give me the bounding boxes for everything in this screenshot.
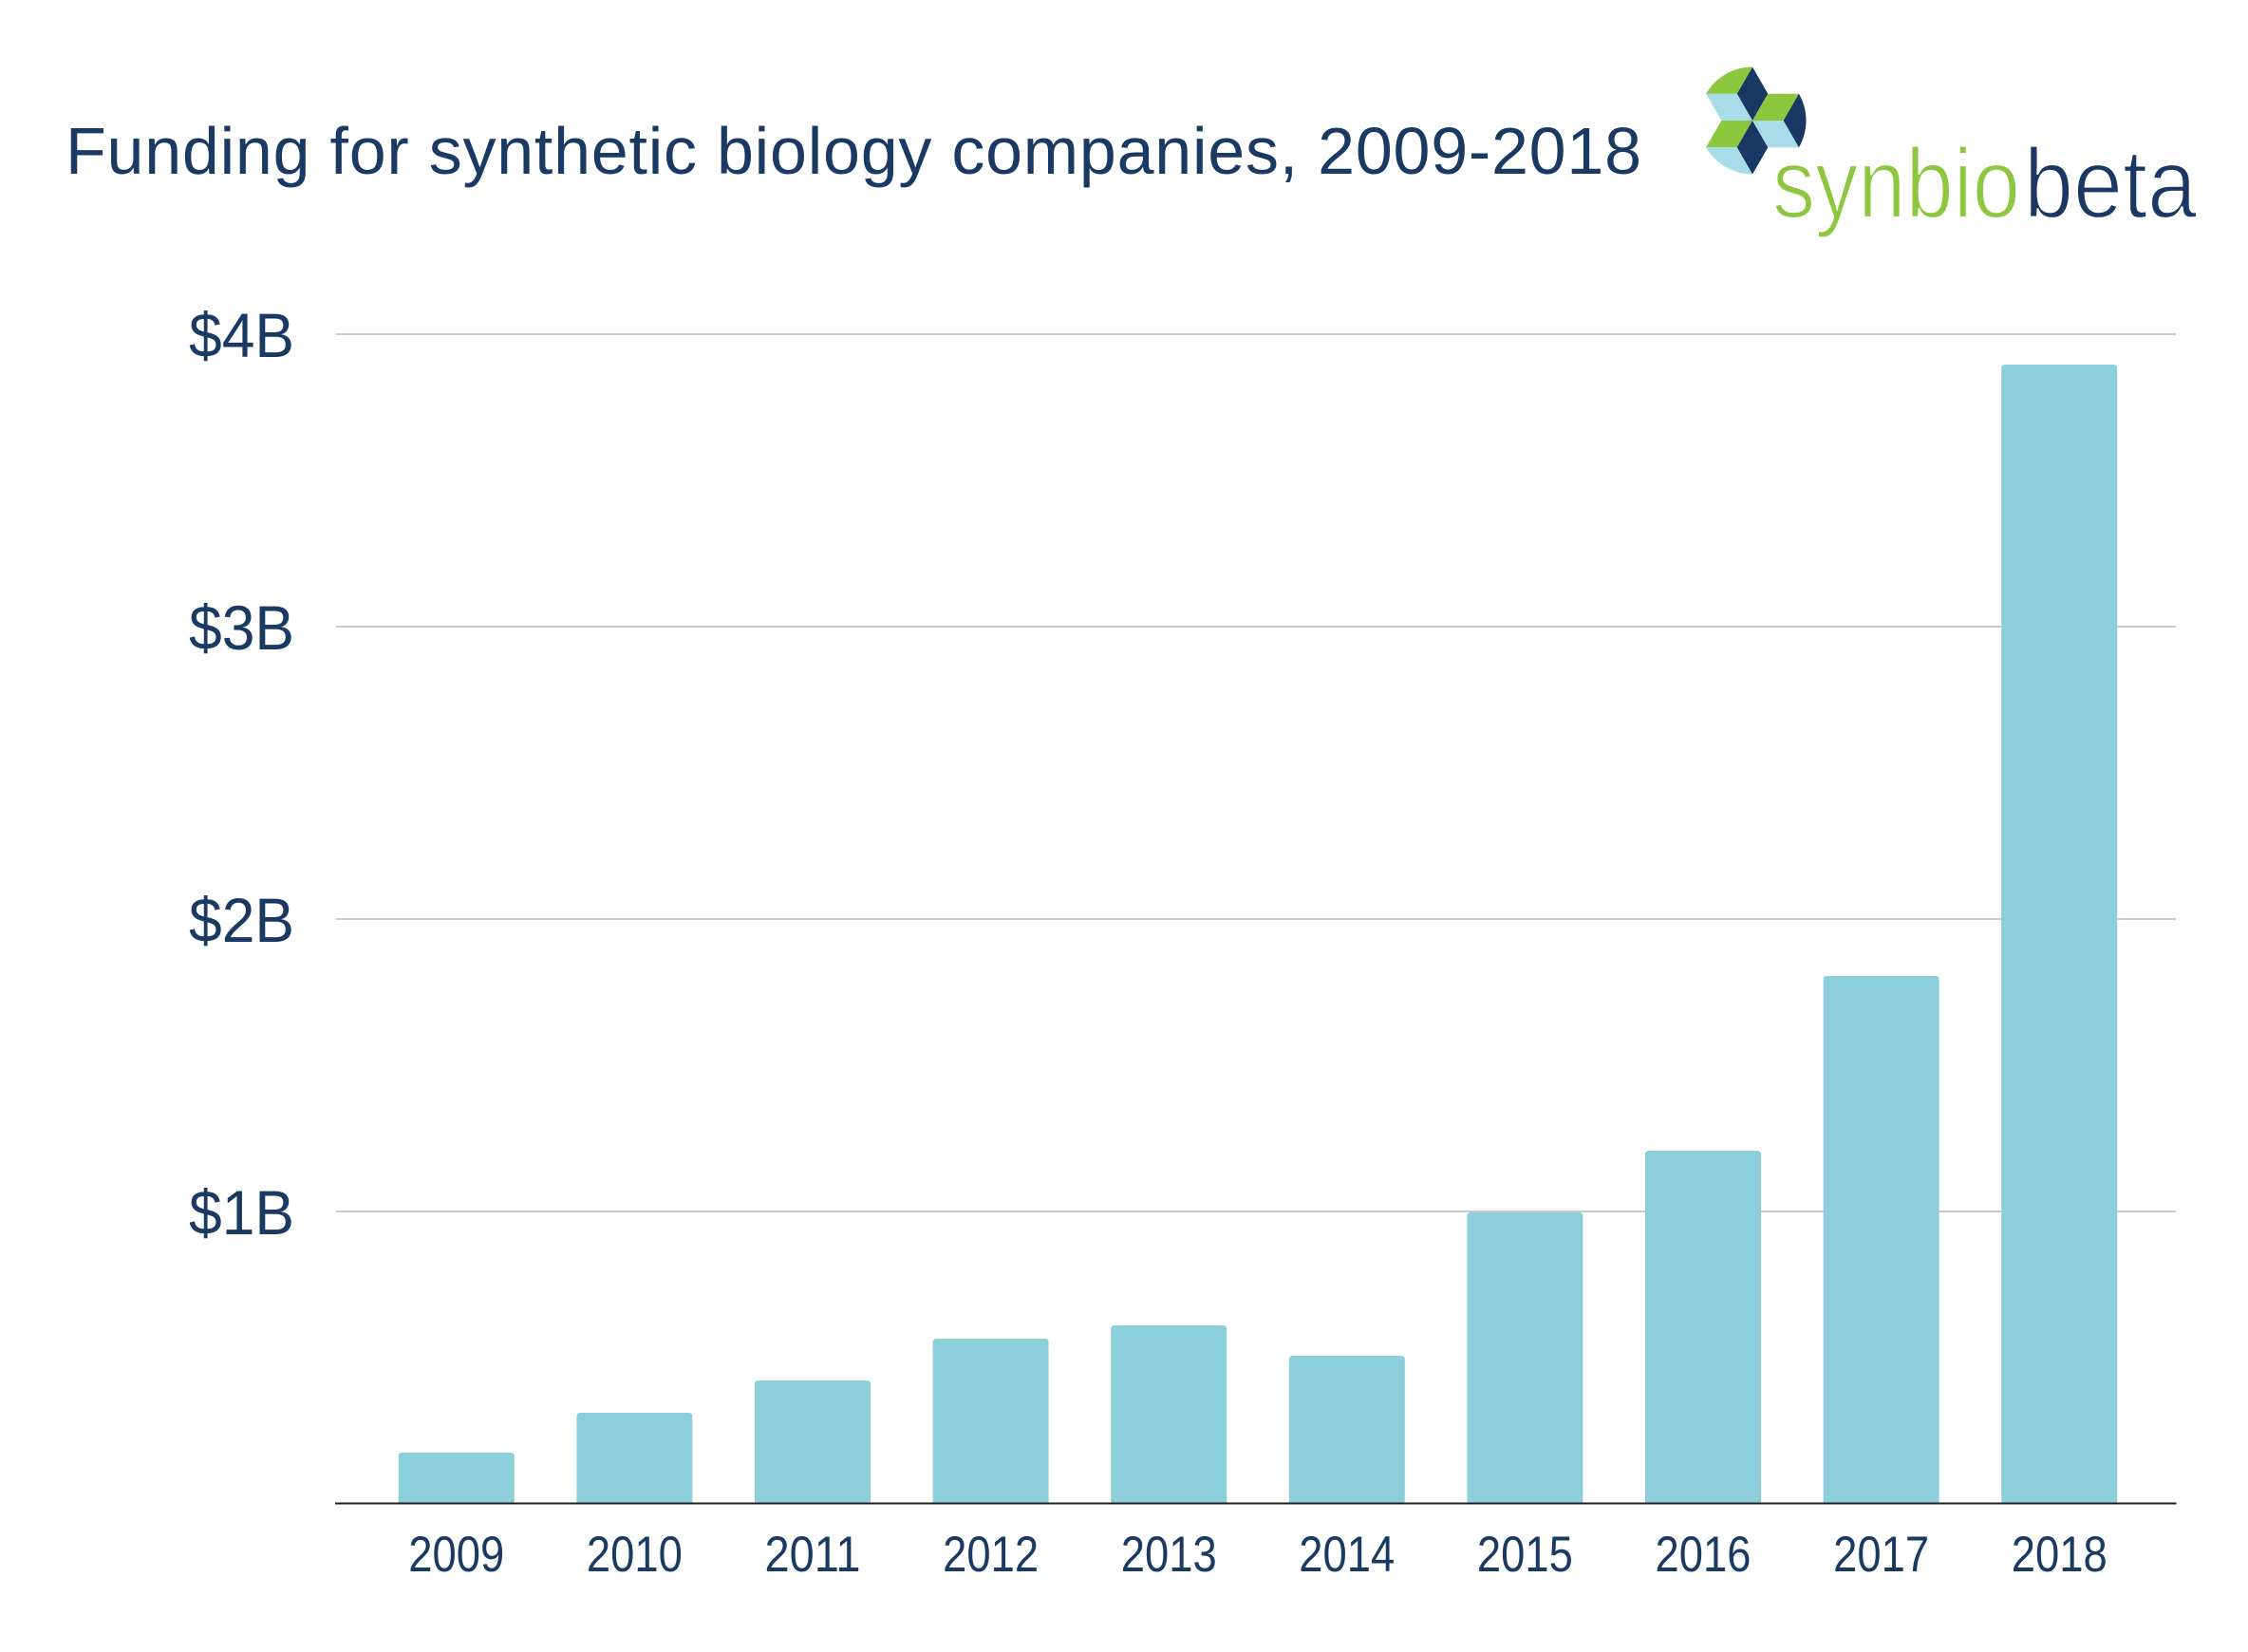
svg-text:2010: 2010 [587, 1527, 683, 1583]
svg-text:$3B: $3B [189, 592, 294, 663]
svg-text:2017: 2017 [1833, 1527, 1929, 1583]
svg-text:synbio: synbio [1772, 129, 2020, 239]
svg-text:2016: 2016 [1656, 1527, 1752, 1583]
svg-text:2015: 2015 [1477, 1527, 1573, 1583]
svg-text:2013: 2013 [1121, 1527, 1217, 1583]
svg-text:2014: 2014 [1299, 1527, 1395, 1583]
svg-text:2011: 2011 [765, 1527, 861, 1583]
svg-text:2018: 2018 [2012, 1527, 2108, 1583]
svg-text:2009: 2009 [408, 1527, 504, 1583]
svg-text:2012: 2012 [943, 1527, 1039, 1583]
svg-text:beta: beta [2024, 129, 2197, 239]
svg-text:$1B: $1B [189, 1177, 294, 1248]
svg-text:$2B: $2B [189, 885, 294, 955]
svg-text:Funding for synthetic biology: Funding for synthetic biology companies,… [66, 114, 1641, 188]
svg-text:$4B: $4B [189, 300, 294, 370]
